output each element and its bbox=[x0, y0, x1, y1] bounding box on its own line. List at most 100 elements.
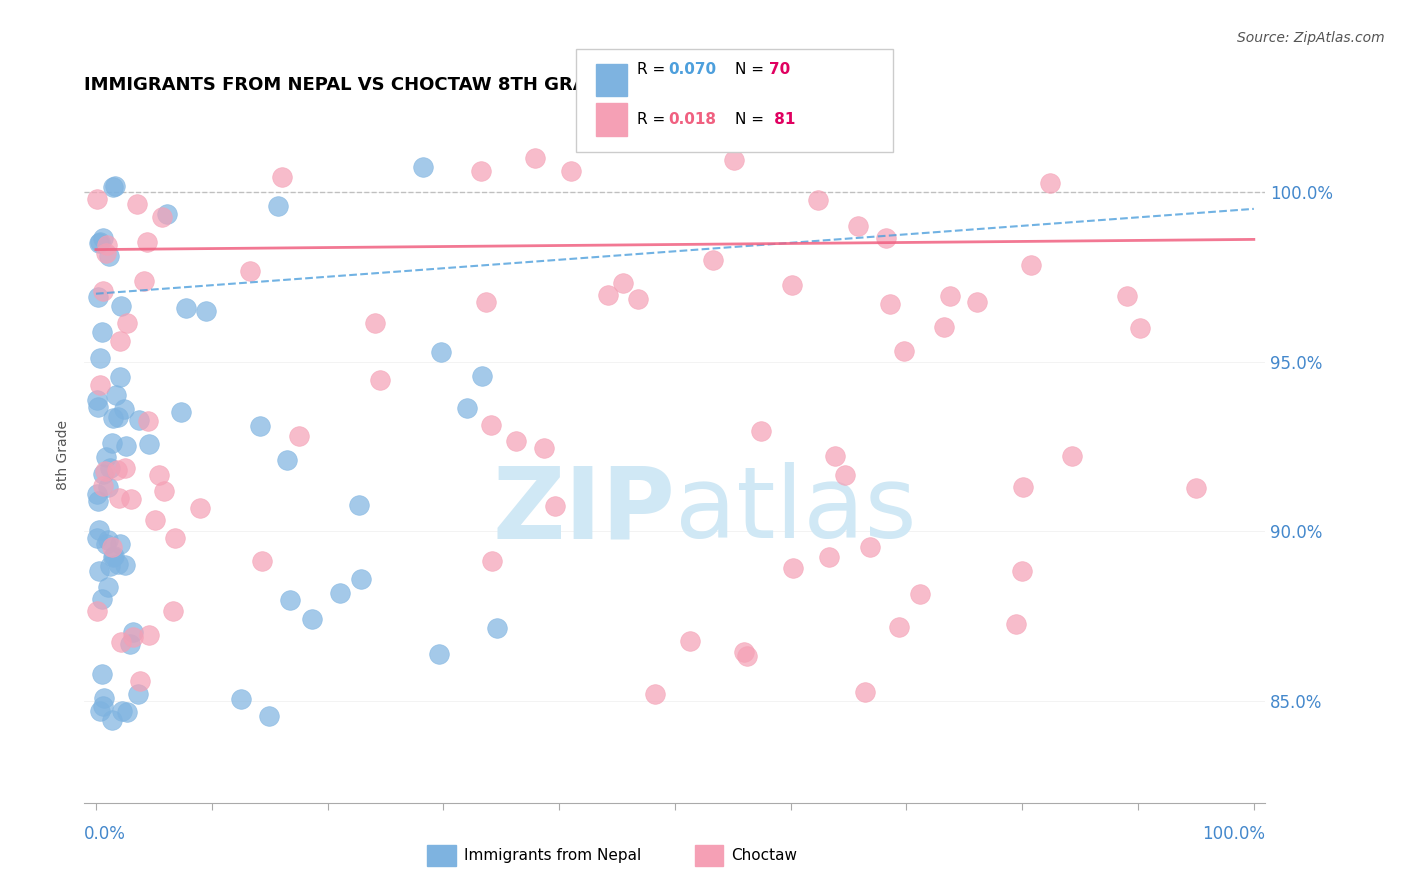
Point bbox=[257, 709, 280, 723]
Text: 100.0%: 100.0% bbox=[1202, 825, 1265, 843]
Point bbox=[858, 540, 880, 554]
Point bbox=[114, 439, 136, 453]
Point bbox=[456, 401, 478, 416]
Point bbox=[479, 418, 502, 433]
Point bbox=[156, 207, 179, 221]
Point bbox=[122, 630, 145, 644]
Point bbox=[101, 435, 124, 450]
Point bbox=[94, 450, 117, 464]
Point bbox=[278, 593, 301, 607]
Point bbox=[470, 164, 492, 178]
Point bbox=[136, 414, 159, 428]
Point bbox=[110, 635, 132, 649]
Point bbox=[98, 559, 121, 574]
Text: N =: N = bbox=[735, 62, 769, 77]
Point bbox=[834, 467, 856, 482]
Text: 0.018: 0.018 bbox=[668, 112, 716, 127]
Point bbox=[524, 151, 547, 165]
Point bbox=[89, 704, 111, 718]
Point bbox=[782, 277, 804, 292]
Point bbox=[93, 691, 115, 706]
Point bbox=[749, 424, 772, 438]
Point bbox=[101, 713, 124, 727]
Point bbox=[101, 179, 124, 194]
Point bbox=[544, 499, 567, 513]
Point bbox=[89, 378, 111, 392]
Point bbox=[824, 449, 846, 463]
Point bbox=[94, 464, 117, 478]
Point bbox=[231, 691, 253, 706]
Point bbox=[89, 235, 111, 249]
Point bbox=[679, 633, 702, 648]
Point bbox=[107, 409, 129, 424]
Point bbox=[368, 374, 391, 388]
Point bbox=[89, 235, 111, 250]
Point bbox=[108, 370, 131, 384]
Point bbox=[87, 400, 110, 414]
Point bbox=[87, 523, 110, 537]
Text: 0.070: 0.070 bbox=[668, 62, 716, 77]
Point bbox=[89, 351, 111, 365]
Point bbox=[412, 160, 434, 174]
Point bbox=[97, 480, 120, 494]
Point bbox=[485, 621, 508, 635]
Point bbox=[129, 674, 152, 689]
Point bbox=[127, 687, 149, 701]
Point bbox=[879, 297, 901, 311]
Point bbox=[893, 344, 915, 359]
Point bbox=[162, 604, 184, 618]
Point bbox=[90, 592, 112, 607]
Point bbox=[97, 249, 120, 263]
Point bbox=[1019, 258, 1042, 272]
Point bbox=[350, 573, 373, 587]
Point bbox=[188, 501, 211, 516]
Point bbox=[471, 369, 494, 384]
Point bbox=[250, 554, 273, 568]
Point bbox=[91, 667, 114, 681]
Point bbox=[1038, 176, 1060, 190]
Point bbox=[853, 684, 876, 698]
Point bbox=[110, 537, 132, 551]
Point bbox=[107, 557, 129, 571]
Point bbox=[782, 561, 804, 575]
Point bbox=[134, 274, 156, 288]
Text: Source: ZipAtlas.com: Source: ZipAtlas.com bbox=[1237, 31, 1385, 45]
Point bbox=[1004, 617, 1026, 632]
Point bbox=[96, 245, 118, 260]
Point bbox=[150, 210, 173, 224]
Point bbox=[938, 289, 960, 303]
Text: 81: 81 bbox=[769, 112, 796, 127]
Point bbox=[93, 699, 115, 714]
Point bbox=[120, 491, 142, 506]
Point bbox=[94, 537, 117, 551]
Point bbox=[276, 453, 298, 467]
Point bbox=[1116, 288, 1139, 302]
Point bbox=[152, 484, 174, 499]
Point bbox=[87, 564, 110, 578]
Point bbox=[103, 549, 125, 563]
Point bbox=[596, 288, 619, 302]
Point bbox=[288, 429, 311, 443]
Point bbox=[115, 316, 138, 330]
Point bbox=[723, 153, 745, 168]
Point bbox=[533, 441, 555, 455]
Point bbox=[138, 437, 160, 451]
Point bbox=[735, 648, 758, 663]
Point bbox=[86, 487, 108, 501]
Point bbox=[148, 467, 170, 482]
Text: 70: 70 bbox=[769, 62, 790, 77]
Point bbox=[481, 554, 503, 568]
Point bbox=[136, 235, 159, 249]
Point bbox=[807, 193, 830, 207]
Text: ZIP: ZIP bbox=[492, 462, 675, 559]
Point bbox=[112, 402, 135, 417]
Point bbox=[165, 531, 187, 545]
Point bbox=[249, 419, 271, 434]
Point bbox=[908, 586, 931, 600]
Point bbox=[103, 550, 125, 565]
Point bbox=[1012, 480, 1035, 494]
Text: atlas: atlas bbox=[675, 462, 917, 559]
Point bbox=[107, 463, 129, 477]
Point bbox=[818, 550, 841, 565]
Point bbox=[86, 604, 108, 618]
